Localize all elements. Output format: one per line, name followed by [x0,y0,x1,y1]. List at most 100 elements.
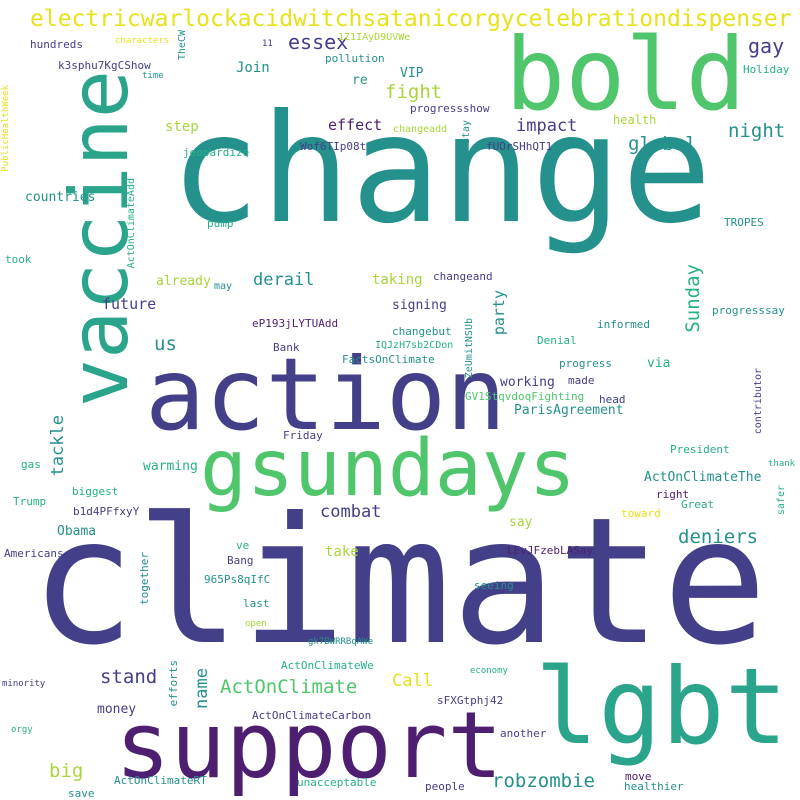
word: right [656,488,690,501]
word: eP193jLYTUAdd [252,317,339,330]
word: big [49,760,84,782]
word: Bang [227,554,254,567]
word: working [500,375,555,390]
word: President [670,443,730,456]
word: stand [100,666,158,688]
word: step [165,119,199,135]
word: time [142,71,164,81]
word: another [500,727,547,740]
word: gsundays [200,424,576,514]
word: informed [597,318,650,331]
word: characters [115,36,170,46]
word: safer [776,485,787,516]
word: already [156,274,211,289]
word: TheCW [177,30,188,61]
word: say [509,515,533,530]
word: change [170,83,712,257]
word: PublicHealthWeek [1,85,11,172]
word: lgbt [535,646,788,768]
word: progress [559,357,612,370]
word: derail [253,270,315,290]
word: b1d4PFfxyY [73,505,140,518]
word: night [728,120,786,142]
word: 11 [262,39,273,49]
word: electricwarlockacidwitchsatanicorgyceleb… [30,6,792,32]
word: contributor [753,368,764,435]
word: combat [320,502,382,522]
word: people [425,780,465,793]
word: jeopardize [183,146,250,159]
word: party [490,290,508,336]
word: TROPES [724,216,764,229]
word: countries [25,190,96,205]
word: impact [516,116,578,136]
word: bold [505,16,746,133]
word: last [243,597,270,610]
word: essex [288,30,349,54]
word: tackle [48,415,68,477]
word: ActOnClimateAdd [126,178,137,269]
word: Bank [273,341,300,354]
word: action [145,336,507,453]
word: global [628,133,697,155]
word: IQJzH7sb2CDon [375,340,454,351]
word: GV1StqvdoqFighting [465,390,585,403]
word: 1Z1IAyD9UVWe [338,32,411,43]
word: changeadd [393,124,448,135]
word: ve [236,539,250,552]
word: health [613,113,657,127]
word: ActOnClimate [220,676,358,698]
word: move [625,770,652,783]
word: money [97,702,137,717]
word: Stay [461,120,472,145]
word: Sunday [682,264,704,333]
word: may [214,281,233,292]
word: taking [372,272,423,288]
word: together [138,552,151,605]
word: toward [621,507,661,520]
word: future [102,295,157,313]
word: ActOnClimateWe [281,659,374,672]
word: warming [143,459,198,474]
word: fUOrSHhQT1 [486,140,553,153]
word: ActOnClimateThe [644,470,762,485]
word: VIP [400,66,424,81]
word: head [599,393,626,406]
word: unacceptable [297,776,377,789]
word: pump [207,217,234,230]
word: ParisAgreement [514,403,624,418]
word: made [568,374,595,387]
word: Obama [57,524,97,539]
word: 965Ps8qIfC [204,573,271,586]
word: Great [681,498,715,511]
word: name [192,668,212,709]
word: pollution [325,52,385,65]
word: Join [236,60,270,76]
word: took [5,253,32,266]
word: ActOnClimateRT [114,774,207,787]
word: Denial [537,334,577,347]
word: LEvJFzebLASay [507,544,594,557]
word: sFXGtphj42 [437,694,504,707]
word: orgy [11,725,33,735]
word: changebut [392,325,452,338]
word: fight [385,81,443,103]
word: Trump [13,495,47,508]
word: climate [30,481,768,684]
word: robzombie [492,770,595,792]
word: re [352,73,368,88]
word: Holiday [743,63,790,76]
word: progresssay [712,304,785,317]
word: save [68,787,95,800]
word: Americans [4,547,64,560]
word: take [325,544,359,560]
word: hundreds [30,38,83,51]
word: Wof6TIp08t [300,140,367,153]
word: support [115,692,503,799]
word: signing [392,298,447,313]
word: Friday [283,429,323,442]
word: efforts [167,660,180,707]
word: gk7BWRRBqAWe [308,637,374,647]
word: deniers [678,526,759,548]
